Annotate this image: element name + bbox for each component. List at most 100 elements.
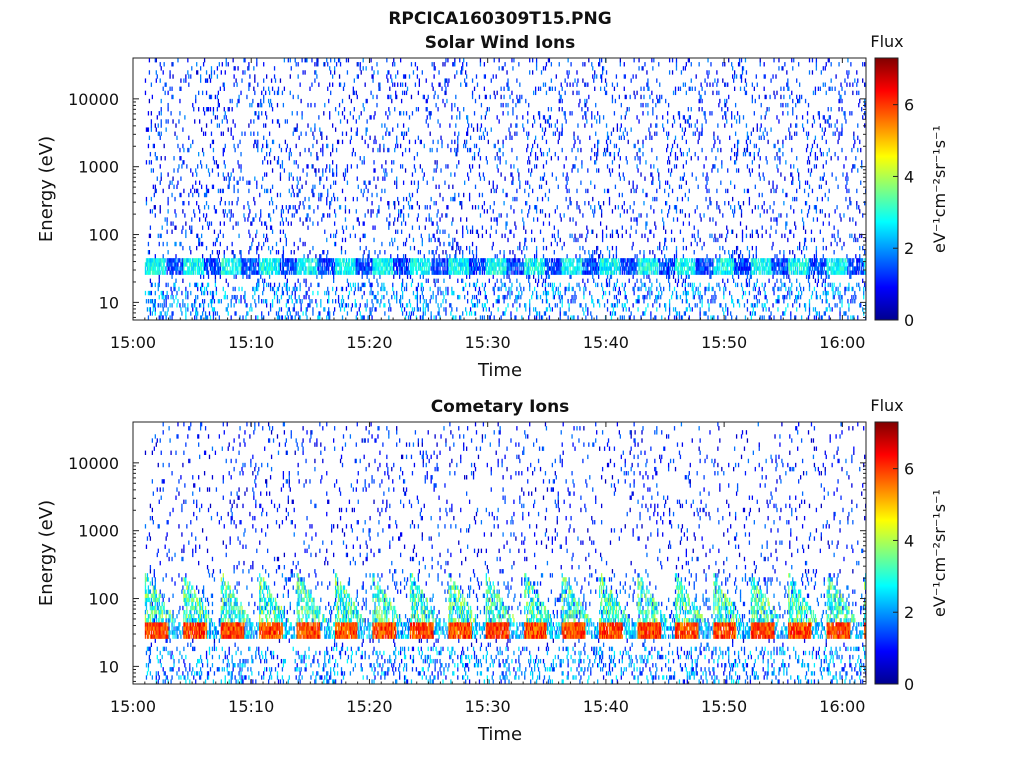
heatmap-cell — [412, 290, 415, 296]
heatmap-cell — [364, 233, 366, 239]
heatmap-cell — [439, 258, 441, 263]
heatmap-cell — [430, 196, 432, 202]
heatmap-cell — [558, 294, 560, 300]
heatmap-cell — [638, 119, 640, 124]
heatmap-cell — [615, 254, 618, 259]
heatmap-cell — [508, 262, 510, 267]
heatmap-cell — [534, 90, 537, 96]
heatmap-cell — [306, 213, 308, 218]
heatmap-cell — [552, 286, 554, 292]
heatmap-cell — [488, 307, 490, 312]
heatmap-cell — [367, 143, 369, 149]
heatmap-cell — [214, 209, 217, 214]
heatmap-cell — [405, 286, 408, 292]
heatmap-cell — [631, 262, 633, 267]
heatmap-cell — [422, 270, 424, 275]
heatmap-cell — [342, 86, 345, 91]
heatmap-cell — [605, 147, 608, 153]
heatmap-cell — [506, 274, 508, 279]
heatmap-cell — [493, 143, 495, 149]
heatmap-cell — [463, 262, 465, 267]
heatmap-cell — [266, 115, 268, 120]
heatmap-cell — [584, 270, 586, 275]
heatmap-cell — [345, 266, 348, 271]
heatmap-cell — [368, 262, 370, 267]
heatmap-cell — [309, 86, 311, 91]
heatmap-cell — [182, 160, 184, 165]
heatmap-cell — [616, 262, 619, 267]
heatmap-cell — [167, 172, 169, 177]
heatmap-cell — [286, 262, 288, 267]
heatmap-cell — [386, 74, 388, 79]
heatmap-cell — [167, 307, 169, 312]
heatmap-cell — [317, 315, 319, 320]
heatmap-cell — [405, 258, 408, 263]
heatmap-cell — [630, 217, 632, 222]
heatmap-cell — [625, 94, 627, 100]
heatmap-cell — [287, 266, 289, 271]
heatmap-cell — [299, 266, 301, 271]
heatmap-cell — [423, 254, 425, 259]
heatmap-cell — [481, 303, 484, 308]
heatmap-cell — [558, 90, 560, 96]
heatmap-cell — [401, 282, 404, 288]
heatmap-cell — [328, 290, 330, 296]
heatmap-cell — [470, 270, 473, 275]
heatmap-cell — [587, 82, 589, 87]
heatmap-cell — [443, 270, 445, 275]
heatmap-cell — [157, 123, 159, 128]
heatmap-cell — [209, 78, 212, 83]
heatmap-cell — [148, 160, 151, 165]
heatmap-cell — [591, 270, 593, 275]
heatmap-cell — [237, 196, 239, 202]
heatmap-cell — [297, 62, 299, 67]
heatmap-cell — [190, 258, 192, 263]
heatmap-cell — [223, 221, 225, 226]
heatmap-cell — [521, 290, 523, 296]
heatmap-cell — [393, 274, 395, 279]
heatmap-cell — [190, 290, 192, 296]
heatmap-cell — [493, 217, 495, 222]
heatmap-cell — [362, 58, 364, 63]
heatmap-cell — [518, 62, 520, 67]
heatmap-cell — [324, 270, 326, 275]
heatmap-cell — [248, 205, 250, 210]
heatmap-cell — [156, 258, 158, 263]
heatmap-cell — [267, 266, 270, 271]
heatmap-cell — [614, 262, 617, 267]
heatmap-cell — [150, 111, 153, 116]
heatmap-cell — [636, 258, 638, 263]
heatmap-cell — [534, 135, 537, 141]
heatmap-cell — [388, 307, 390, 312]
heatmap-cell — [558, 135, 560, 141]
heatmap-cell — [437, 237, 439, 243]
heatmap-cell — [467, 262, 470, 267]
heatmap-cell — [587, 229, 589, 234]
heatmap-cell — [218, 250, 220, 255]
heatmap-cell — [202, 151, 205, 157]
heatmap-cell — [234, 311, 236, 316]
heatmap-cell — [148, 70, 151, 75]
heatmap-cell — [507, 266, 509, 271]
heatmap-cell — [283, 168, 286, 173]
heatmap-cell — [271, 266, 274, 271]
heatmap-cell — [495, 299, 497, 304]
heatmap-cell — [388, 258, 390, 263]
heatmap-cell — [333, 258, 335, 263]
heatmap-cell — [541, 315, 544, 320]
heatmap-cell — [522, 262, 524, 267]
heatmap-cell — [516, 156, 518, 161]
heatmap-cell — [199, 270, 201, 275]
heatmap-cell — [339, 258, 342, 263]
heatmap-cell — [185, 290, 187, 296]
heatmap-cell — [279, 192, 282, 198]
heatmap-cell — [399, 258, 402, 263]
heatmap-cell — [347, 294, 350, 300]
heatmap-cell — [507, 258, 509, 263]
heatmap-cell — [601, 258, 604, 263]
heatmap-cell — [170, 266, 172, 271]
heatmap-cell — [353, 262, 355, 267]
heatmap-cell — [363, 160, 365, 165]
heatmap-cell — [628, 278, 630, 283]
heatmap-cell — [318, 168, 320, 173]
